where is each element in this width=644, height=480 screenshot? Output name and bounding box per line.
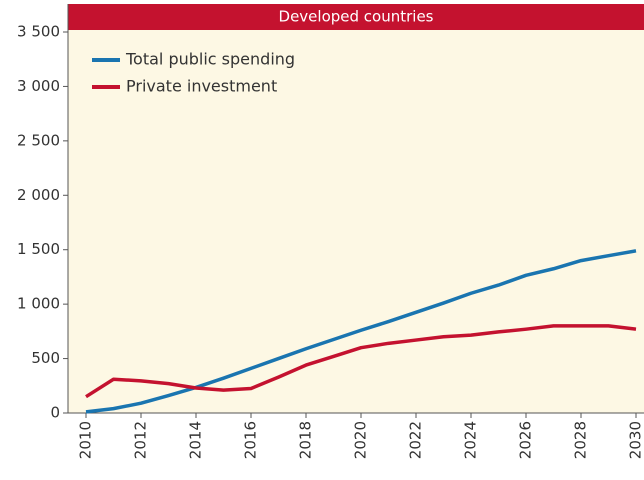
x-tick-label: 2020: [352, 421, 370, 459]
x-tick-label: 2018: [297, 421, 315, 459]
y-tick-label: 2 500: [17, 131, 60, 149]
y-tick-label: 500: [31, 349, 60, 367]
legend-label: Total public spending: [125, 50, 295, 69]
x-tick-label: 2022: [407, 421, 425, 459]
y-tick-label: 0: [50, 404, 60, 422]
x-tick-label: 2026: [517, 421, 535, 459]
y-tick-label: 3 500: [17, 23, 60, 41]
x-tick-label: 2016: [242, 421, 260, 459]
x-tick-label: 2024: [462, 421, 480, 459]
legend-label: Private investment: [126, 77, 277, 96]
x-tick-label: 2010: [77, 421, 95, 459]
y-tick-label: 3 000: [17, 77, 60, 95]
x-tick-label: 2014: [187, 421, 205, 459]
y-tick-label: 1 000: [17, 295, 60, 313]
chart-title: Developed countries: [279, 8, 434, 26]
x-tick-label: 2030: [627, 421, 644, 459]
y-tick-label: 1 500: [17, 240, 60, 258]
x-tick-label: 2012: [132, 421, 150, 459]
x-tick-label: 2028: [572, 421, 590, 459]
y-tick-label: 2 000: [17, 186, 60, 204]
